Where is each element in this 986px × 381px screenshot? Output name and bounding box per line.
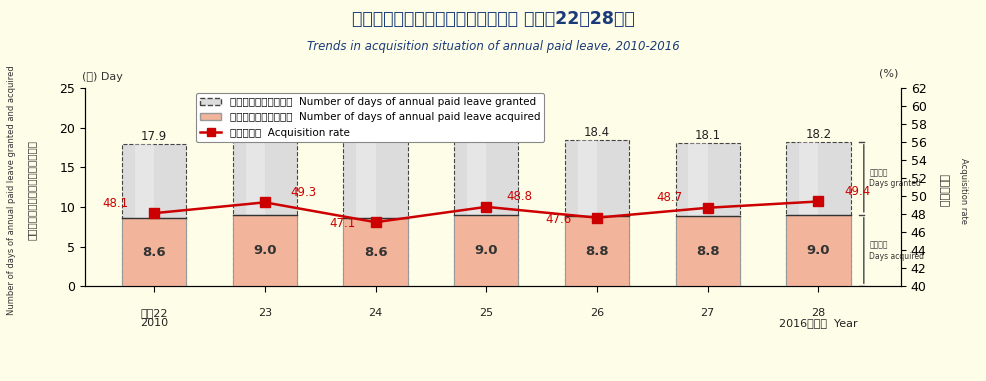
Text: 18.2: 18.2 — [806, 128, 831, 141]
Text: Trends in acquisition situation of annual paid leave, 2010-2016: Trends in acquisition situation of annua… — [307, 40, 679, 53]
Text: 取得日数
Days acquired: 取得日数 Days acquired — [870, 240, 924, 261]
Text: 47.6: 47.6 — [545, 213, 571, 226]
Text: 48.1: 48.1 — [103, 197, 128, 210]
Text: 24: 24 — [369, 308, 383, 319]
Bar — [122, 218, 186, 286]
Bar — [343, 141, 407, 286]
Text: 17.9: 17.9 — [141, 130, 168, 143]
Text: 2016（年）  Year: 2016（年） Year — [779, 318, 858, 328]
Text: 18.3: 18.3 — [251, 127, 278, 140]
Text: 年次有給休暇付与・取得日数（日）: 年次有給休暇付与・取得日数（日） — [27, 141, 36, 240]
Bar — [233, 141, 297, 286]
Text: 付与日数
Days granted: 付与日数 Days granted — [870, 168, 921, 188]
Bar — [455, 139, 519, 286]
Text: 48.8: 48.8 — [507, 190, 532, 203]
Bar — [246, 141, 265, 286]
Text: 9.0: 9.0 — [807, 244, 830, 257]
Bar — [343, 218, 407, 286]
Bar — [800, 142, 818, 286]
Bar — [135, 144, 154, 286]
Bar — [578, 140, 597, 286]
Text: 49.4: 49.4 — [844, 185, 871, 198]
Text: 平成22: 平成22 — [140, 308, 168, 319]
Text: 47.1: 47.1 — [329, 217, 356, 230]
Text: 27: 27 — [701, 308, 715, 319]
Text: 23: 23 — [257, 308, 272, 319]
Text: Number of days of annual paid leave granted and acquired: Number of days of annual paid leave gran… — [7, 66, 17, 315]
Text: 2010: 2010 — [140, 318, 169, 328]
Bar — [786, 142, 851, 286]
Text: 25: 25 — [479, 308, 493, 319]
Bar — [675, 142, 740, 286]
Bar — [565, 140, 629, 286]
Bar — [786, 215, 851, 286]
Bar — [467, 139, 486, 286]
Bar — [688, 142, 708, 286]
Text: 18.4: 18.4 — [584, 126, 610, 139]
Text: 8.8: 8.8 — [586, 245, 608, 258]
Text: 49.3: 49.3 — [291, 186, 317, 199]
Text: (日) Day: (日) Day — [82, 72, 123, 82]
Text: 8.6: 8.6 — [142, 246, 166, 259]
Bar — [233, 215, 297, 286]
Text: (%): (%) — [880, 69, 898, 79]
Text: 9.0: 9.0 — [253, 244, 277, 257]
Legend: 年次有給休暇付与日数  Number of days of annual paid leave granted, 年次有給休暇取得日数  Number of d: 年次有給休暇付与日数 Number of days of annual paid… — [196, 93, 544, 142]
Text: Acquisition rate: Acquisition rate — [958, 157, 968, 224]
Text: 18.3: 18.3 — [363, 127, 388, 140]
Bar — [675, 216, 740, 286]
Text: 年次有給休暇の取得状況の年次推移 －平成22～28年－: 年次有給休暇の取得状況の年次推移 －平成22～28年－ — [352, 10, 634, 27]
Bar — [565, 216, 629, 286]
Text: 取　得　率: 取 得 率 — [939, 174, 949, 207]
Bar — [122, 144, 186, 286]
Text: 48.7: 48.7 — [656, 191, 682, 204]
Text: 8.6: 8.6 — [364, 246, 387, 259]
Text: 8.8: 8.8 — [696, 245, 720, 258]
Bar — [356, 141, 376, 286]
Text: 18.1: 18.1 — [695, 129, 721, 142]
Text: 18.5: 18.5 — [473, 125, 499, 138]
Bar — [455, 215, 519, 286]
Text: 28: 28 — [811, 308, 825, 319]
Text: 9.0: 9.0 — [474, 244, 498, 257]
Text: 26: 26 — [590, 308, 604, 319]
